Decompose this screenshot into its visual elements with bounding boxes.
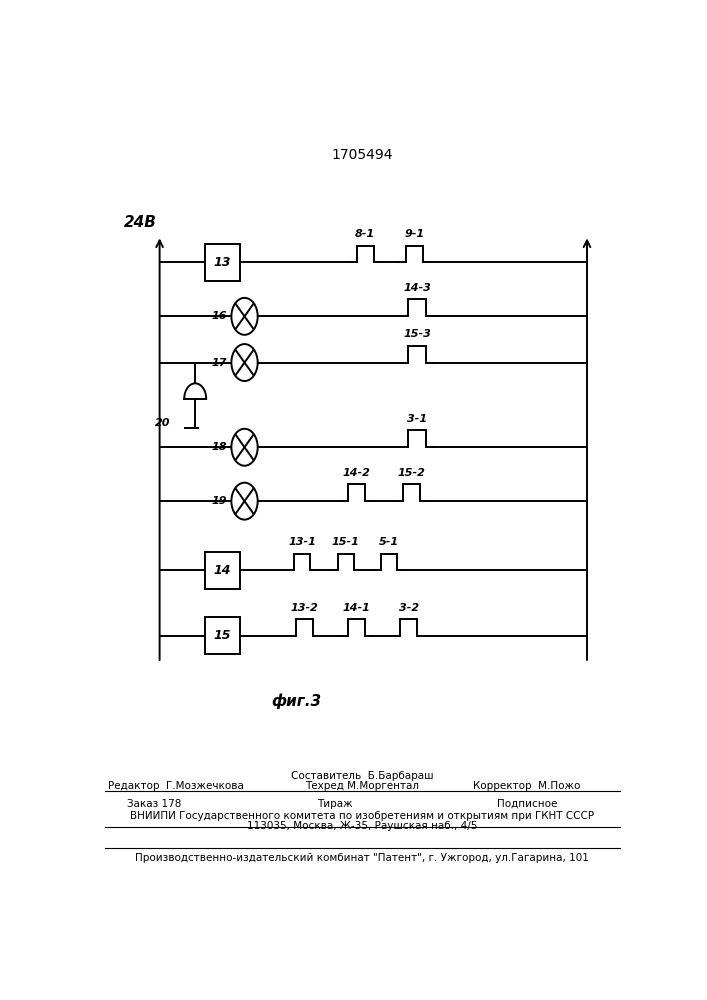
Text: 13-2: 13-2 xyxy=(291,603,319,613)
Text: 14-3: 14-3 xyxy=(403,283,431,293)
Circle shape xyxy=(231,298,257,335)
Text: 14-2: 14-2 xyxy=(343,468,370,478)
Circle shape xyxy=(231,344,257,381)
Text: 16: 16 xyxy=(211,311,227,321)
Text: 24В: 24В xyxy=(124,215,157,230)
Text: 13-1: 13-1 xyxy=(288,537,316,547)
Text: 13: 13 xyxy=(214,256,231,269)
Text: 3-2: 3-2 xyxy=(399,603,419,613)
Text: 17: 17 xyxy=(211,358,227,368)
Bar xyxy=(205,244,240,281)
Text: 14-1: 14-1 xyxy=(343,603,370,613)
Text: 8-1: 8-1 xyxy=(355,229,375,239)
Text: Подписное: Подписное xyxy=(496,799,557,809)
Text: ВНИИПИ Государственного комитета по изобретениям и открытиям при ГКНТ СССР: ВНИИПИ Государственного комитета по изоб… xyxy=(130,811,595,821)
Text: 15-2: 15-2 xyxy=(398,468,426,478)
Text: 15-3: 15-3 xyxy=(403,329,431,339)
Circle shape xyxy=(231,483,257,520)
Bar xyxy=(205,552,240,589)
Text: 113035, Москва, Ж-35, Раушская наб., 4/5: 113035, Москва, Ж-35, Раушская наб., 4/5 xyxy=(247,821,477,831)
Text: 14: 14 xyxy=(214,564,231,577)
Text: 15-1: 15-1 xyxy=(332,537,360,547)
Text: 20: 20 xyxy=(155,418,170,428)
Text: Составитель  Б.Барбараш: Составитель Б.Барбараш xyxy=(291,771,433,781)
Text: Тираж: Тираж xyxy=(317,799,353,809)
Text: 3-1: 3-1 xyxy=(407,414,427,424)
Text: Производственно-издательский комбинат "Патент", г. Ужгород, ул.Гагарина, 101: Производственно-издательский комбинат "П… xyxy=(136,853,589,863)
Text: фиг.3: фиг.3 xyxy=(271,694,322,709)
Text: Корректор  М.Пожо: Корректор М.Пожо xyxy=(473,781,580,791)
Text: 9-1: 9-1 xyxy=(404,229,424,239)
Circle shape xyxy=(231,429,257,466)
Text: 1705494: 1705494 xyxy=(332,148,393,162)
Text: 19: 19 xyxy=(211,496,227,506)
Text: Редактор  Г.Мозжечкова: Редактор Г.Мозжечкова xyxy=(108,781,244,791)
Text: Заказ 178: Заказ 178 xyxy=(127,799,181,809)
Bar xyxy=(205,617,240,654)
Text: Техред М.Моргентал: Техред М.Моргентал xyxy=(305,781,419,791)
Text: 15: 15 xyxy=(214,629,231,642)
Text: 18: 18 xyxy=(211,442,227,452)
Text: 5-1: 5-1 xyxy=(378,537,399,547)
